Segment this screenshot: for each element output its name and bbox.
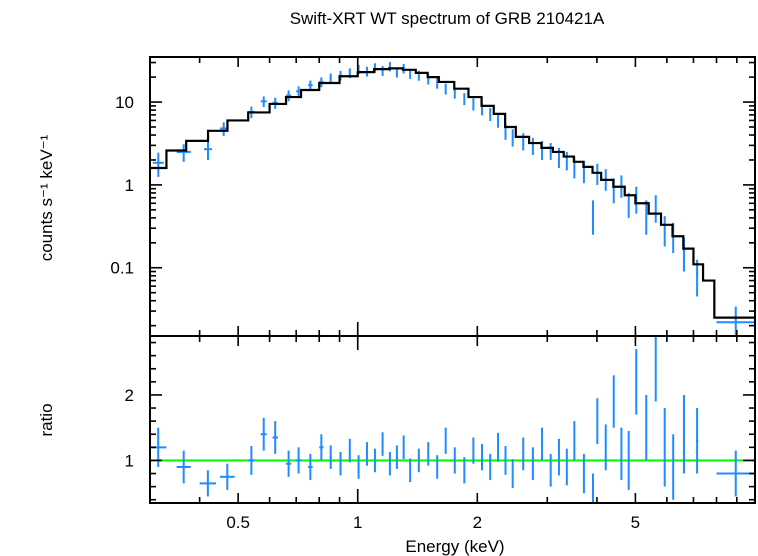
x-tick-label: 5: [631, 513, 640, 532]
model-curve: [150, 67, 755, 319]
spectrum-frame: [149, 56, 756, 337]
ratio-y-axis-label: ratio: [37, 403, 56, 436]
x-tick-label: 0.5: [226, 513, 250, 532]
spectrum-y-tick-label: 0.1: [110, 259, 134, 278]
ratio-y-tick-label: 1: [125, 451, 134, 470]
ratio-y-tick-label: 2: [125, 386, 134, 405]
spectrum-panel: 0.1 1 10: [110, 56, 756, 337]
ratio-panel: 1 2 0.5 1 2 5: [125, 335, 756, 532]
spectrum-y-tick-label: 1: [125, 176, 134, 195]
x-tick-label: 2: [473, 513, 482, 532]
x-tick-label: 1: [353, 513, 362, 532]
ratio-frame: [149, 335, 756, 504]
spectrum-y-tick-label: 10: [115, 93, 134, 112]
spectrum-y-axis-label: counts s⁻¹ keV⁻¹: [37, 134, 56, 261]
x-axis-label: Energy (keV): [405, 537, 504, 556]
chart-title: Swift-XRT WT spectrum of GRB 210421A: [290, 9, 605, 28]
